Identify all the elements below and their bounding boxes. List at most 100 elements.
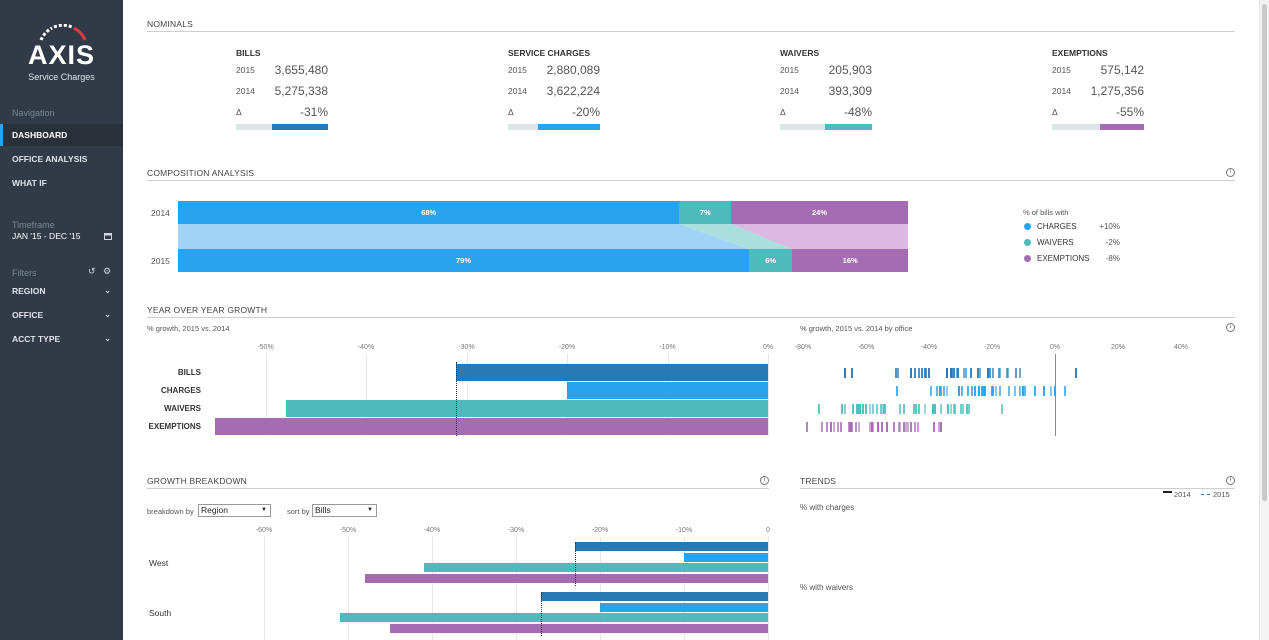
strip-mark: [981, 386, 984, 396]
legend-line-2015: [1201, 494, 1210, 495]
strip-mark: [964, 368, 967, 378]
info-icon[interactable]: i: [1226, 476, 1235, 485]
strip-mark: [959, 404, 962, 414]
breakdown-reference-line: [574, 542, 576, 586]
strip-mark: [934, 404, 937, 414]
info-icon[interactable]: i: [760, 476, 769, 485]
composition-segment[interactable]: 24%: [731, 201, 908, 224]
delta-icon: Δ: [236, 107, 242, 117]
strip-mark: [1022, 386, 1025, 396]
timeframe-value[interactable]: JAN '15 - DEC '15: [12, 231, 81, 241]
breakdown-bar[interactable]: [684, 552, 768, 562]
delta-icon: Δ: [508, 107, 514, 117]
legend-change: -8%: [1105, 254, 1120, 263]
strip-mark: [1043, 386, 1046, 396]
strip-mark: [998, 368, 1001, 378]
nav-what-if[interactable]: WHAT IF: [12, 178, 47, 188]
divider: [147, 317, 1235, 318]
reset-icon[interactable]: ↺: [88, 266, 96, 276]
strip-mark: [991, 386, 994, 396]
strip-mark: [978, 386, 980, 396]
filter-office[interactable]: OFFICE ⌄: [0, 305, 123, 325]
filter-acct-type-label: ACCT TYPE: [12, 334, 61, 344]
strip-mark: [991, 368, 994, 378]
yoy-bar[interactable]: [215, 418, 768, 435]
settings-icon[interactable]: ⚙: [103, 266, 112, 276]
composition-segment[interactable]: 68%: [178, 201, 680, 224]
strip-mark: [990, 386, 993, 396]
strip-mark: [907, 422, 910, 432]
strip-mark: [956, 368, 959, 378]
nominal-title: WAIVERS: [780, 48, 820, 58]
nominal-value-2014: 393,309: [828, 84, 872, 98]
strip-mark: [932, 422, 935, 432]
scrollbar-thumb[interactable]: [1262, 4, 1267, 501]
legend-dot: [1024, 239, 1031, 246]
chevron-down-icon: ⌄: [104, 310, 111, 319]
filter-region[interactable]: REGION ⌄: [0, 281, 123, 301]
breakdown-bar[interactable]: [423, 563, 768, 572]
strip-mark: [843, 368, 846, 378]
legend-change: -2%: [1105, 238, 1120, 247]
composition-segment[interactable]: 16%: [792, 249, 908, 272]
breakdown-select-value: Region: [201, 505, 228, 515]
composition-legend-title: % of bills with: [1023, 208, 1069, 217]
strip-mark: [825, 422, 828, 432]
composition-segment[interactable]: 79%: [178, 249, 749, 272]
info-icon[interactable]: i: [1226, 168, 1235, 177]
breakdown-bar[interactable]: [339, 613, 768, 622]
nav-dashboard[interactable]: DASHBOARD: [0, 124, 123, 146]
filter-office-label: OFFICE: [12, 310, 44, 320]
gridline: [684, 537, 685, 640]
strip-mark: [928, 368, 931, 378]
strip-mark: [921, 368, 924, 378]
app-name: AXIS: [27, 40, 96, 70]
breakdown-bar[interactable]: [574, 542, 768, 551]
strip-mark: [949, 404, 952, 414]
strip-mark: [854, 422, 857, 432]
strip-mark: [883, 404, 886, 414]
strip-mark: [967, 386, 970, 396]
strip-mark: [938, 422, 941, 432]
gridline: [348, 537, 349, 640]
strip-mark: [997, 368, 1000, 378]
scrollbar[interactable]: [1259, 0, 1269, 640]
breakdown-bar[interactable]: [541, 592, 768, 601]
yoy-bar[interactable]: [456, 364, 768, 381]
strip-mark: [913, 368, 916, 378]
legend-dot: [1024, 223, 1031, 230]
strip-axis-tick-label: 40%: [1173, 344, 1188, 351]
strip-axis-tick-label: 20%: [1110, 344, 1125, 351]
gridline: [366, 354, 367, 436]
filter-acct-type[interactable]: ACCT TYPE ⌄: [0, 329, 123, 349]
strip-mark: [895, 368, 898, 378]
yoy-bar[interactable]: [285, 400, 768, 417]
strip-mark: [1064, 386, 1067, 396]
composition-segment[interactable]: 6%: [748, 249, 793, 272]
yoy-bar[interactable]: [567, 382, 768, 399]
strip-mark: [1007, 368, 1010, 378]
composition-year-label: 2015: [151, 256, 170, 266]
nominals-title: NOMINALS: [147, 19, 193, 29]
strip-mark: [902, 404, 905, 414]
calendar-icon[interactable]: [104, 232, 112, 240]
strip-mark: [870, 422, 873, 432]
divider: [800, 488, 1235, 489]
strip-mark: [851, 404, 854, 414]
trends-row-charges: % with charges: [800, 503, 855, 512]
chevron-down-icon: ⌄: [104, 334, 111, 343]
breakdown-bar[interactable]: [390, 623, 768, 633]
sort-select[interactable]: Bills ▼: [312, 504, 377, 517]
info-icon[interactable]: i: [1226, 323, 1235, 332]
breakdown-reference-line: [541, 592, 543, 636]
breakdown-bar[interactable]: [364, 573, 768, 583]
nav-office-analysis[interactable]: OFFICE ANALYSIS: [12, 154, 88, 164]
breakdown-select[interactable]: Region ▼: [198, 504, 271, 517]
breakdown-bar[interactable]: [600, 602, 768, 612]
strip-mark: [930, 386, 933, 396]
nominal-value-2014: 5,275,338: [274, 84, 328, 98]
strip-mark: [924, 368, 927, 378]
strip-mark: [1018, 368, 1021, 378]
composition-segment[interactable]: 7%: [679, 201, 732, 224]
breakdown-axis-tick-label: -30%: [507, 527, 525, 534]
